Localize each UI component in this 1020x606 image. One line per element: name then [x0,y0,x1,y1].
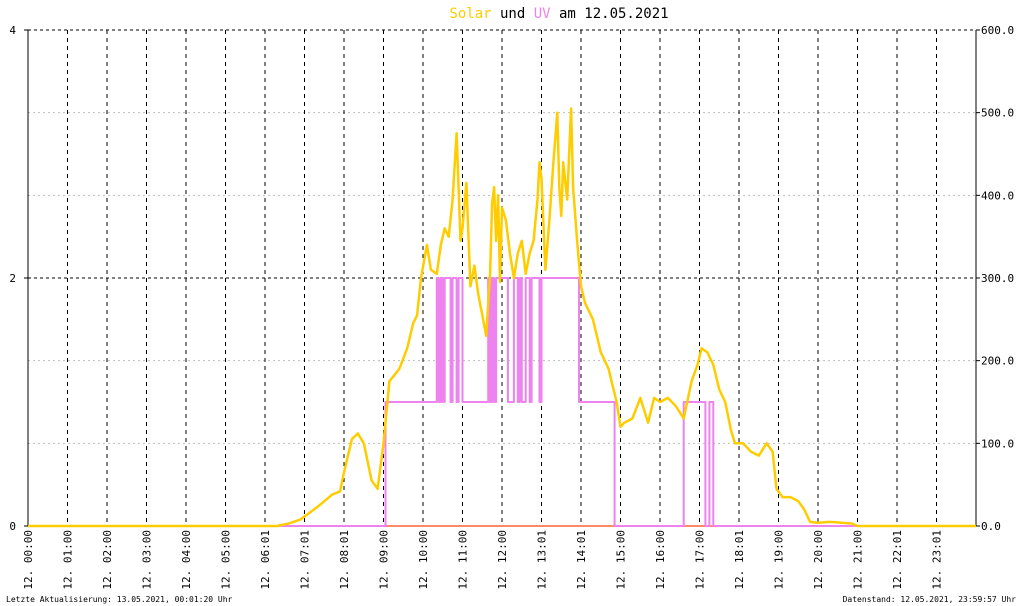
x-tick-label: 12. 00:00 [22,530,35,590]
y-right-tick-label: 600.0 [981,24,1014,37]
x-tick-label: 12. 16:00 [654,530,667,590]
y-right-tick-label: 300.0 [981,272,1014,285]
x-tick-label: 12. 07:01 [299,530,312,590]
x-tick-label: 12. 22:01 [891,530,904,590]
series-group [28,107,976,528]
x-tick-label: 12. 13:01 [536,530,549,590]
y-left-tick-label: 4 [9,24,16,37]
y-left-tick-label: 0 [9,520,16,533]
footer-last-update: Letzte Aktualisierung: 13.05.2021, 00:01… [6,595,233,604]
x-tick-label: 12. 20:00 [812,530,825,590]
x-tick-label: 12. 05:00 [220,530,233,590]
x-tick-label: 12. 17:00 [694,530,707,590]
x-tick-label: 12. 15:00 [615,530,628,590]
y-right-tick-label: 100.0 [981,437,1014,450]
x-tick-label: 12. 01:00 [62,530,75,590]
series-solar-line [28,107,976,528]
title-uv: UV [534,6,551,22]
x-tick-label: 12. 23:01 [931,530,944,590]
y-right-tick-label: 400.0 [981,189,1014,202]
y-left-tick-label: 2 [9,272,16,285]
y-tick-labels: 0 2 4 0.0 100.0 200.0 300.0 400.0 500.0 600.0 [9,24,1014,533]
title-date: am 12.05.2021 [551,6,669,22]
series-uv-line [28,277,976,527]
x-tick-label: 12. 19:00 [773,530,786,590]
footer-data-status: Datenstand: 12.05.2021, 23:59:57 Uhr [842,595,1016,604]
x-tick-label: 12. 10:00 [417,530,430,590]
y-right-tick-label: 200.0 [981,355,1014,368]
x-tick-label: 12. 02:00 [101,530,114,590]
x-tick-label: 12. 09:00 [378,530,391,590]
x-tick-label: 12. 12:00 [496,530,509,590]
x-tick-label: 12. 04:00 [180,530,193,590]
x-tick-label: 12. 18:01 [733,530,746,590]
x-tick-label: 12. 06:01 [259,530,272,590]
x-tick-labels: 12. 00:00 12. 01:00 12. 02:00 12. 03:00 12. … [22,530,944,590]
y-right-tick-label: 0.0 [981,520,1001,533]
title-solar: Solar [449,6,491,22]
x-tick-label: 12. 03:00 [141,530,154,590]
y-right-tick-label: 500.0 [981,107,1014,120]
title-und: und [492,6,534,22]
x-tick-label: 12. 14:01 [575,530,588,590]
x-tick-label: 12. 11:00 [457,530,470,590]
x-tick-label: 12. 08:01 [338,530,351,590]
x-tick-label: 12. 21:00 [852,530,865,590]
chart-title: Solar und UV am 12.05.2021 [449,6,668,22]
